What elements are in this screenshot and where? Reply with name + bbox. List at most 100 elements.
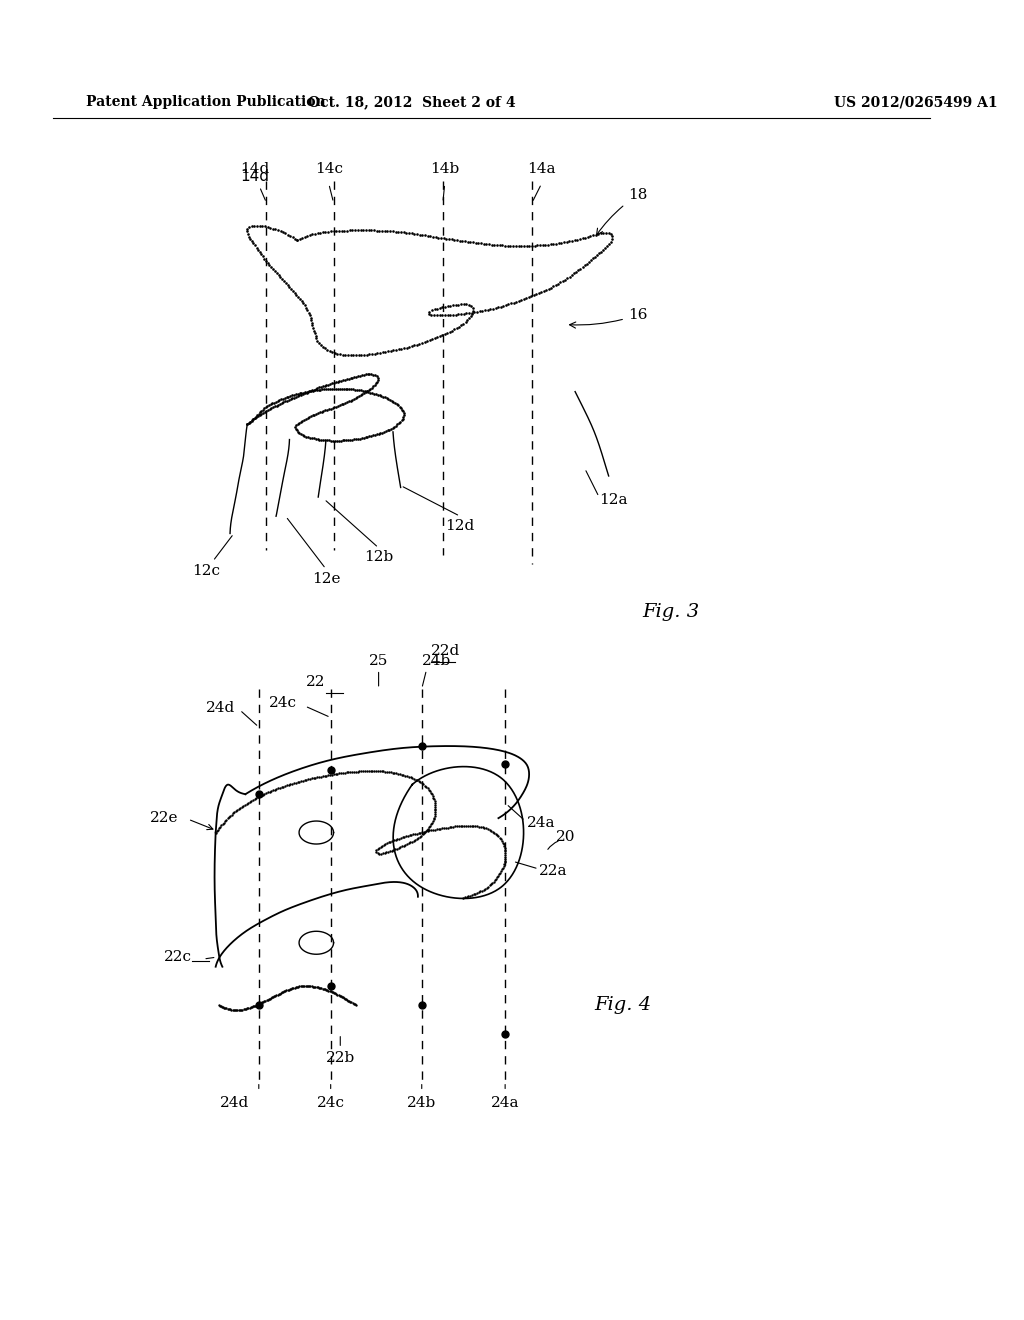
Point: [497, 837, 513, 858]
Point: [298, 408, 314, 429]
Point: [366, 364, 382, 385]
Point: [311, 429, 328, 450]
Point: [324, 379, 340, 400]
Point: [224, 999, 241, 1020]
Point: [216, 812, 232, 833]
Point: [294, 411, 310, 432]
Point: [360, 219, 377, 240]
Point: [503, 293, 519, 314]
Point: [423, 781, 439, 803]
Point: [332, 395, 348, 416]
Point: [303, 975, 319, 997]
Point: [252, 215, 268, 236]
Point: [290, 383, 306, 404]
Point: [239, 220, 255, 242]
Point: [261, 255, 278, 276]
Point: [289, 420, 305, 441]
Point: [546, 234, 562, 255]
Point: [305, 428, 322, 449]
Point: [415, 824, 431, 845]
Point: [436, 305, 453, 326]
Point: [222, 999, 239, 1020]
Point: [471, 816, 487, 837]
Point: [421, 817, 437, 838]
Point: [342, 367, 358, 388]
Point: [384, 762, 400, 783]
Point: [402, 767, 419, 788]
Point: [344, 367, 360, 388]
Point: [271, 393, 288, 414]
Point: [288, 284, 304, 305]
Point: [291, 771, 307, 792]
Point: [241, 226, 257, 247]
Point: [312, 222, 329, 243]
Point: [465, 816, 481, 837]
Point: [601, 234, 617, 255]
Point: [274, 268, 291, 289]
Point: [395, 404, 412, 425]
Point: [518, 288, 535, 309]
Point: [268, 263, 285, 284]
Point: [226, 999, 243, 1020]
Point: [460, 231, 476, 252]
Point: [380, 388, 396, 409]
Point: [267, 260, 284, 281]
Point: [390, 339, 407, 360]
Point: [366, 383, 382, 404]
Point: [342, 220, 358, 242]
Point: [443, 816, 460, 837]
Point: [274, 388, 291, 409]
Point: [490, 863, 507, 884]
Point: [328, 378, 344, 399]
Text: 12a: 12a: [599, 492, 628, 507]
Point: [536, 281, 552, 302]
Point: [392, 837, 409, 858]
Point: [418, 821, 434, 842]
Point: [545, 276, 561, 297]
Point: [266, 986, 283, 1007]
Point: [494, 859, 510, 880]
Point: [305, 767, 322, 788]
Point: [312, 334, 329, 355]
Point: [465, 884, 481, 906]
Point: [430, 818, 446, 840]
Point: [370, 760, 386, 781]
Point: [368, 841, 384, 862]
Point: [394, 826, 411, 847]
Point: [362, 425, 379, 446]
Point: [310, 379, 327, 400]
Point: [262, 393, 279, 414]
Point: [338, 989, 354, 1010]
Point: [311, 767, 328, 788]
Point: [455, 887, 471, 908]
Point: [316, 766, 333, 787]
Point: [327, 430, 343, 451]
Point: [270, 777, 287, 799]
Point: [414, 821, 430, 842]
Point: [337, 392, 353, 413]
Point: [375, 342, 391, 363]
Point: [518, 235, 535, 256]
Point: [429, 818, 445, 840]
Point: [383, 418, 399, 440]
Point: [429, 327, 445, 348]
Point: [333, 763, 349, 784]
Point: [304, 380, 321, 401]
Point: [325, 982, 341, 1003]
Point: [368, 374, 384, 395]
Point: [293, 383, 309, 404]
Point: [454, 230, 470, 251]
Point: [261, 781, 278, 803]
Point: [407, 335, 423, 356]
Point: [409, 223, 425, 244]
Point: [425, 820, 441, 841]
Point: [342, 991, 358, 1012]
Point: [334, 986, 350, 1007]
Point: [406, 824, 422, 845]
Point: [318, 399, 335, 420]
Point: [481, 820, 498, 841]
Text: Fig. 3: Fig. 3: [642, 603, 699, 622]
Point: [458, 312, 474, 333]
Point: [461, 302, 477, 323]
Point: [406, 830, 422, 851]
